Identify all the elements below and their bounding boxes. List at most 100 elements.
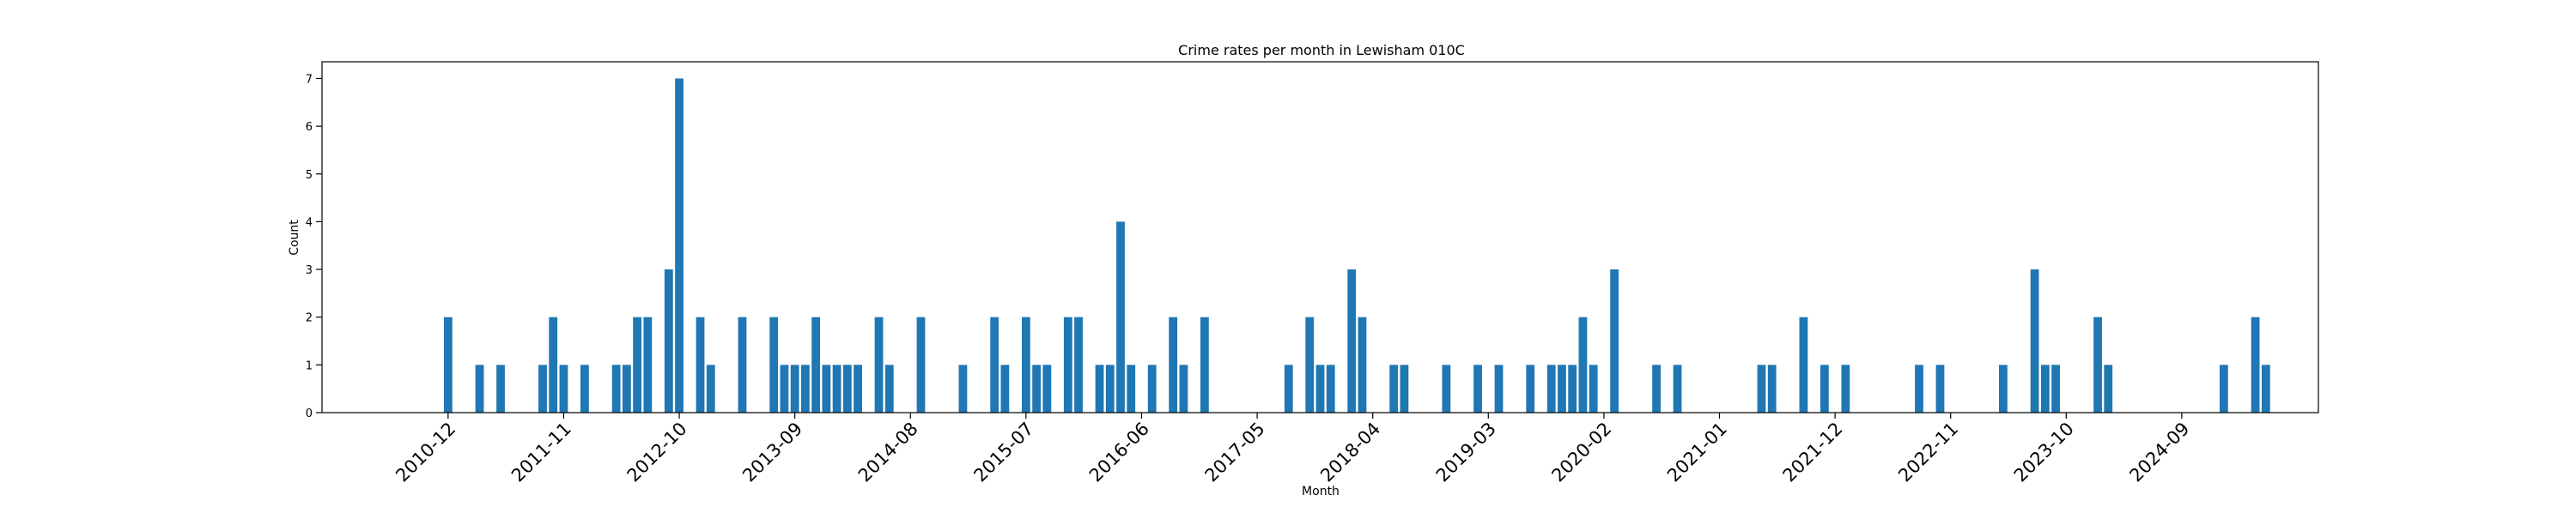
bar — [1095, 365, 1104, 413]
bar — [1000, 365, 1010, 413]
x-tick-label: 2011-11 — [507, 419, 575, 486]
bar — [1021, 317, 1030, 413]
bar — [1820, 365, 1829, 413]
bar — [1200, 317, 1209, 413]
bar — [2040, 365, 2050, 413]
x-tick-label: 2010-12 — [392, 419, 459, 486]
bar — [643, 317, 653, 413]
y-axis-label: Count — [288, 220, 301, 256]
bar — [496, 365, 505, 413]
x-tick-label: 2021-12 — [1779, 419, 1847, 486]
bar — [1063, 317, 1072, 413]
x-tick-label: 2015-07 — [969, 419, 1037, 486]
bar — [475, 365, 484, 413]
bar — [1935, 365, 1945, 413]
bar — [884, 365, 894, 413]
bar — [1042, 365, 1052, 413]
bar — [1494, 365, 1504, 413]
x-tick-label: 2022-11 — [1894, 419, 1962, 486]
plot-frame — [321, 61, 2319, 413]
x-axis-label: Month — [1302, 485, 1340, 498]
bar — [1558, 365, 1566, 413]
bar — [854, 365, 862, 413]
bar — [538, 365, 547, 413]
bar — [790, 365, 799, 413]
bar — [559, 365, 568, 413]
bar — [549, 317, 558, 413]
bar — [1578, 317, 1588, 413]
y-tick-label: 4 — [306, 216, 313, 229]
bar — [664, 269, 673, 413]
bar — [2261, 365, 2270, 413]
bar — [990, 317, 999, 413]
bar — [1799, 317, 1808, 413]
bar — [1473, 365, 1482, 413]
x-tick-label: 2012-10 — [623, 419, 691, 486]
bar — [675, 78, 683, 413]
bar — [874, 317, 884, 413]
bar — [611, 365, 621, 413]
y-tick-label: 5 — [306, 169, 313, 182]
bar — [1442, 365, 1451, 413]
bar — [832, 365, 841, 413]
bar — [580, 365, 589, 413]
bar — [706, 365, 715, 413]
y-tick-label: 2 — [306, 312, 313, 325]
y-tick-label: 6 — [306, 121, 313, 134]
bar — [1767, 365, 1777, 413]
bar — [780, 365, 789, 413]
y-tick-label: 0 — [306, 407, 313, 420]
bar — [1032, 365, 1041, 413]
bar — [1400, 365, 1409, 413]
bar — [1305, 317, 1315, 413]
y-tick-label: 1 — [306, 359, 313, 372]
bar — [842, 365, 852, 413]
bar — [1315, 365, 1325, 413]
bar — [1915, 365, 1923, 413]
x-tick-label: 2013-09 — [738, 419, 806, 486]
bar — [1546, 365, 1556, 413]
bar — [1127, 365, 1136, 413]
bar — [1568, 365, 1577, 413]
bar — [1652, 365, 1661, 413]
bars — [443, 78, 2270, 413]
bar — [769, 317, 779, 413]
x-tick-label: 2014-08 — [854, 419, 922, 486]
x-tick-label: 2019-03 — [1432, 419, 1500, 486]
bar — [1105, 365, 1115, 413]
bar — [1757, 365, 1766, 413]
bar — [1673, 365, 1682, 413]
bar — [958, 365, 968, 413]
bar — [696, 317, 705, 413]
bar — [622, 365, 631, 413]
bar — [2030, 269, 2039, 413]
bar — [443, 317, 453, 413]
bar — [811, 317, 821, 413]
bar — [1169, 317, 1178, 413]
bar — [2104, 365, 2113, 413]
bar — [1074, 317, 1083, 413]
bar — [2251, 317, 2260, 413]
chart-title: Crime rates per month in Lewisham 010C — [1178, 42, 1465, 58]
bar — [1347, 269, 1357, 413]
y-tick-label: 3 — [306, 264, 313, 277]
x-tick-label: 2020-02 — [1547, 419, 1615, 486]
x-tick-label: 2018-04 — [1316, 419, 1384, 486]
bar — [633, 317, 641, 413]
y-axis: 0 1 2 3 4 5 6 7 — [306, 73, 322, 420]
bar — [1389, 365, 1399, 413]
bar — [1284, 365, 1293, 413]
bar — [1841, 365, 1850, 413]
bar — [2051, 365, 2060, 413]
bar — [801, 365, 810, 413]
bar — [916, 317, 926, 413]
x-axis: 2010-12 2011-11 2012-10 2013-09 2014-08 2015-… — [392, 413, 2193, 486]
x-tick-label: 2016-06 — [1085, 419, 1153, 486]
bar — [738, 317, 747, 413]
bar — [1116, 221, 1125, 413]
bar — [1610, 269, 1619, 413]
bar — [1147, 365, 1157, 413]
x-tick-label: 2024-09 — [2125, 419, 2193, 486]
